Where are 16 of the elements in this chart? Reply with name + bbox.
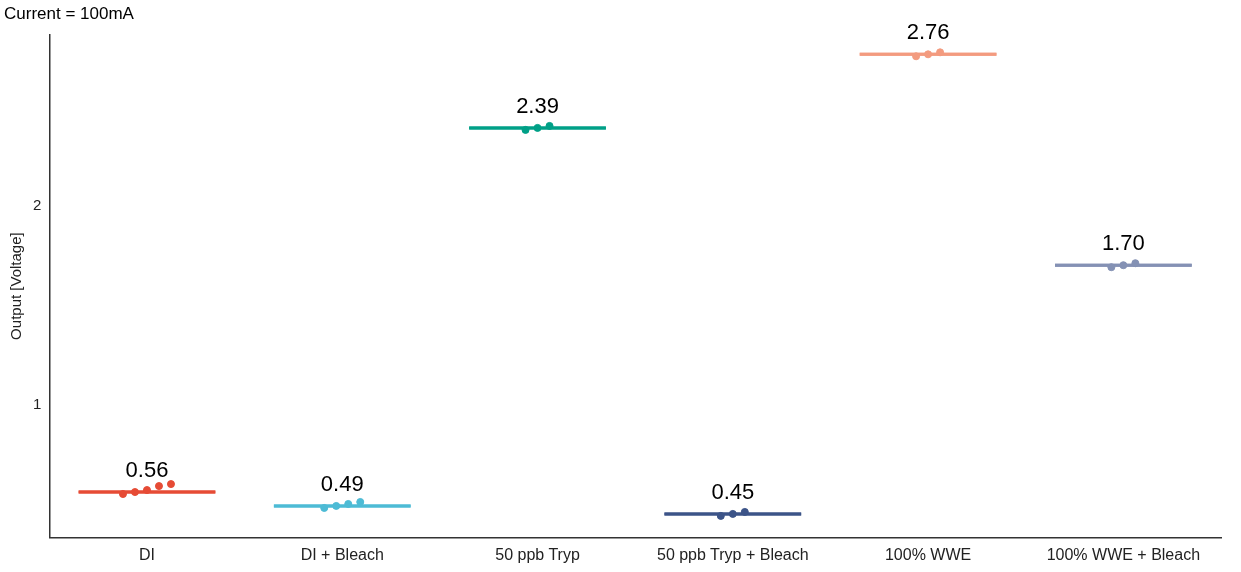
x-tick-label: 100% WWE + Bleach [1046,545,1201,563]
x-tick-label: DI + Bleach [300,545,384,563]
x-tick-label: DI [138,545,155,563]
y-tick-label: 2 [33,195,42,213]
text: 0.49 [320,471,364,497]
text: 0.56 [125,457,169,483]
chart-title: Current = 100mA [4,3,135,23]
text: 0.45 [711,478,755,504]
y-tick-label: 1 [33,394,42,412]
text: 2.39 [516,92,559,118]
x-tick-label: 100% WWE [884,545,972,563]
x-tick-label: 50 ppb Tryp [495,545,580,563]
x-tick-label: 50 ppb Tryp + Bleach [656,545,809,563]
text: 1.70 [1101,230,1145,256]
text: 2.76 [906,19,950,45]
y-axis-title: Output [Voltage] [7,232,25,340]
